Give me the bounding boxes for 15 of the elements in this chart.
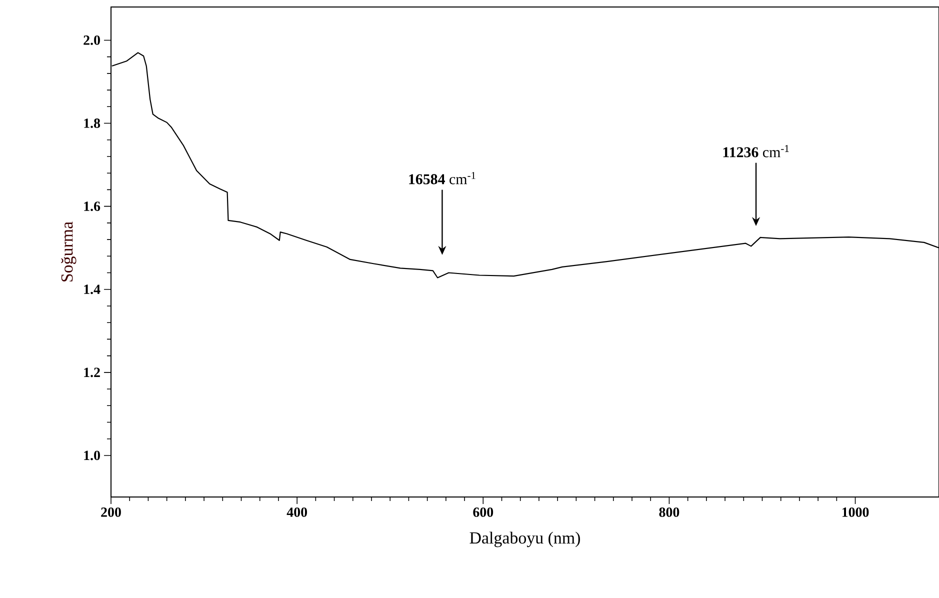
y-tick-label: 1.2 <box>84 368 100 378</box>
y-tick-label: 1.8 <box>84 118 100 128</box>
x-tick-label: 200 <box>101 507 121 517</box>
y-tick-label: 1.6 <box>84 202 100 212</box>
y-tick-label: 1.4 <box>84 284 100 294</box>
x-tick-label: 800 <box>659 507 680 517</box>
x-axis-title: Dalgaboyu (nm) <box>470 532 580 548</box>
y-axis-title: Soğurma <box>61 222 76 282</box>
y-tick-label: 2.0 <box>84 35 100 45</box>
x-tick-label: 1000 <box>842 507 869 517</box>
y-tick-label: 1.0 <box>84 450 100 460</box>
x-tick-label: 600 <box>473 507 494 517</box>
annotation: 11236 cm$^{-1}$ <box>723 145 789 158</box>
x-tick-label: 400 <box>286 507 307 517</box>
annotation: 16584 cm$^{-1}$ <box>409 172 476 184</box>
